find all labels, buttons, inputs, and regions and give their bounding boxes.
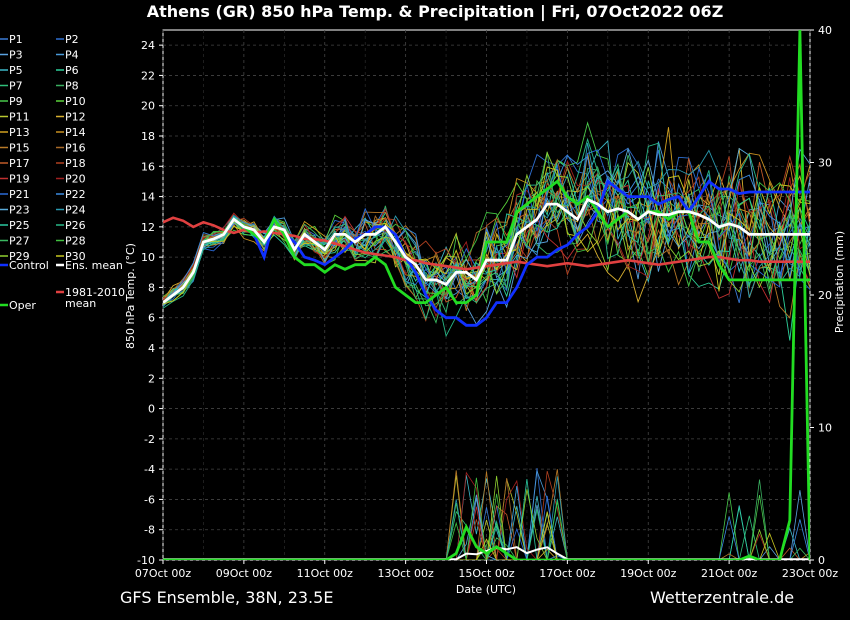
legend-label-P19: P19 [9,173,30,186]
y-tick-label: 20 [141,100,155,113]
legend-label-P20: P20 [65,173,86,186]
y-tick-label: -2 [144,433,155,446]
y-tick-label: 18 [141,130,155,143]
legend-label-Oper: Oper [9,299,36,312]
series-layer [163,30,810,560]
oper-precip-line [163,30,810,560]
y-tick-label: -8 [144,524,155,537]
y-tick-label: 14 [141,191,155,204]
y2-tick-label: 10 [818,422,832,435]
member-precip-line-P1 [163,507,810,560]
legend-label-P2: P2 [65,33,79,46]
legend-label-P7: P7 [9,80,23,93]
y-tick-label: 16 [141,160,155,173]
y-tick-label: 4 [148,342,155,355]
y2-axis-label: Precipitation (mm) [833,231,846,333]
legend-label-P16: P16 [65,142,86,155]
y-tick-label: 8 [148,281,155,294]
legend-label-P12: P12 [65,111,86,124]
legend-label-Control: Control [9,259,49,272]
y2-tick-label: 0 [818,554,825,567]
member-precip-line-P5 [163,474,810,560]
x-tick-label: 13Oct 00z [377,567,434,580]
legend-label-P4: P4 [65,49,79,62]
legend-label-P8: P8 [65,80,79,93]
y-tick-label: 24 [141,39,155,52]
legend-label-P27: P27 [9,235,30,248]
legend-label-P28: P28 [65,235,86,248]
legend-label-P30: P30 [65,250,86,263]
member-precip-line-P10 [163,522,810,560]
x-tick-label: 21Oct 00z [701,567,758,580]
legend-label-P5: P5 [9,64,23,77]
footer-site: Wetterzentrale.de [650,588,795,607]
ens-mean-temp-line [163,197,810,304]
legend-label-P13: P13 [9,126,30,139]
legend-label-P9: P9 [9,95,23,108]
x-tick-label: 15Oct 00z [458,567,515,580]
legend-label-P15: P15 [9,142,30,155]
x-tick-label: 19Oct 00z [620,567,677,580]
legend-label-P3: P3 [9,49,23,62]
y-axis-label: 850 hPa Temp. (°C) [124,243,137,349]
x-tick-label: 07Oct 00z [135,567,192,580]
x-tick-label: 11Oct 00z [297,567,354,580]
y-tick-label: 6 [148,312,155,325]
legend-label-P22: P22 [65,188,86,201]
x-tick-label: 23Oct 00z [782,567,839,580]
y-tick-label: -10 [137,554,155,567]
member-precip-line-P30 [163,511,810,560]
legend: P1 P2 P3 P4 P5 P6 P7 P8 P9 P10 P11 P12 P13 P14 P15 P16 P… [0,33,125,312]
y-tick-label: 2 [148,372,155,385]
legend-label-clim-line2: mean [65,297,96,310]
legend-label-P23: P23 [9,204,30,217]
legend-label-P21: P21 [9,188,30,201]
x-axis-label: Date (UTC) [456,583,516,596]
oper-temp-line [163,179,810,304]
member-precip-line-P11 [163,475,810,560]
y-tick-label: 10 [141,251,155,264]
legend-label-P18: P18 [65,157,86,170]
y2-tick-label: 20 [818,289,832,302]
x-tick-label: 17Oct 00z [539,567,596,580]
chart-title: Athens (GR) 850 hPa Temp. & Precipitatio… [147,2,724,22]
y-tick-label: -6 [144,493,155,506]
legend-label-P10: P10 [65,95,86,108]
y-tick-label: 12 [141,221,155,234]
legend-label-P26: P26 [65,219,86,232]
y-tick-label: 22 [141,69,155,82]
legend-label-P25: P25 [9,219,30,232]
y-tick-label: -4 [144,463,155,476]
member-precip-line-P15 [163,469,810,560]
legend-label-P17: P17 [9,157,30,170]
legend-label-Ens. mean: Ens. mean [65,259,123,272]
legend-label-P29: P29 [9,250,30,263]
member-precip-line-P23 [163,494,810,560]
legend-label-P11: P11 [9,111,30,124]
y2-tick-label: 30 [818,157,832,170]
legend-label-P24: P24 [65,204,86,217]
legend-label-clim-line1: 1981-2010 [65,286,125,299]
y-tick-label: 0 [148,403,155,416]
x-tick-label: 09Oct 00z [216,567,273,580]
legend-label-P1: P1 [9,33,23,46]
axes: -10-8-6-4-202468101214161820222401020304… [135,24,839,580]
y2-tick-label: 40 [818,24,832,37]
footer-source: GFS Ensemble, 38N, 23.5E [120,588,334,607]
legend-label-P14: P14 [65,126,86,139]
legend-label-P6: P6 [65,64,79,77]
